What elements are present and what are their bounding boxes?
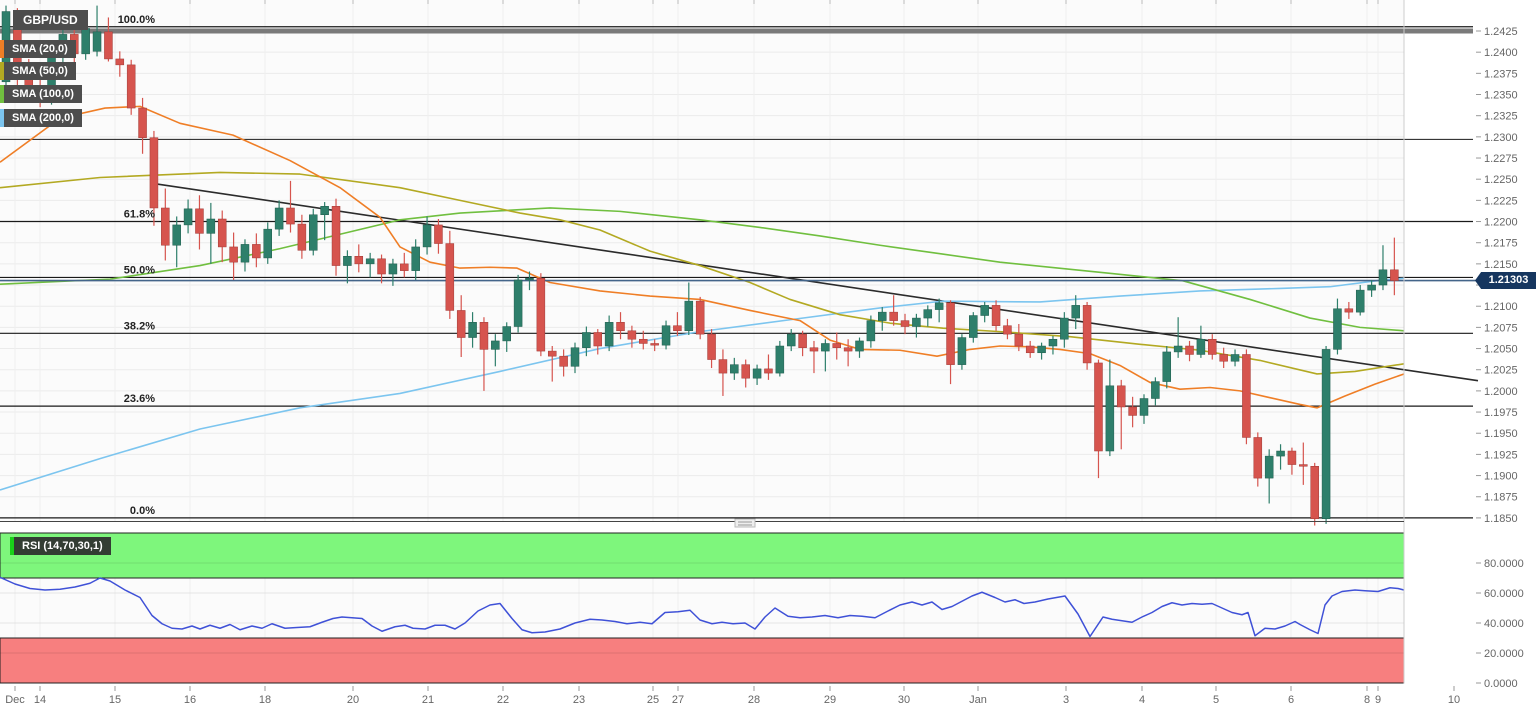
svg-text:Jan: Jan (969, 694, 987, 706)
svg-text:4: 4 (1139, 694, 1145, 706)
svg-text:9: 9 (1375, 694, 1381, 706)
svg-text:1.2050: 1.2050 (1484, 344, 1518, 356)
svg-text:28: 28 (748, 694, 760, 706)
indicator-label: SMA (200,0) (4, 109, 82, 127)
svg-text:1.2225: 1.2225 (1484, 195, 1518, 207)
indicator-label: SMA (100,0) (4, 85, 82, 103)
svg-text:23.6%: 23.6% (124, 393, 155, 405)
svg-text:1.2300: 1.2300 (1484, 132, 1518, 144)
sma200-color-swatch (0, 109, 4, 127)
svg-text:100.0%: 100.0% (118, 14, 156, 26)
indicator-badge-sma200[interactable]: SMA (200,0) (0, 109, 82, 127)
svg-text:Dec: Dec (5, 694, 25, 706)
svg-text:30: 30 (898, 694, 910, 706)
svg-text:20: 20 (347, 694, 359, 706)
svg-text:1.2025: 1.2025 (1484, 365, 1518, 377)
svg-text:1.1950: 1.1950 (1484, 428, 1518, 440)
svg-text:1.1975: 1.1975 (1484, 407, 1518, 419)
sma100-color-swatch (0, 85, 4, 103)
indicator-badge-sma50[interactable]: SMA (50,0) (0, 62, 76, 80)
svg-text:8: 8 (1364, 694, 1370, 706)
svg-text:1.2075: 1.2075 (1484, 322, 1518, 334)
svg-text:25: 25 (647, 694, 659, 706)
svg-text:27: 27 (672, 694, 684, 706)
indicator-badge-rsi[interactable]: RSI (14,70,30,1) (10, 537, 111, 555)
svg-text:5: 5 (1213, 694, 1219, 706)
svg-text:80.0000: 80.0000 (1484, 558, 1524, 570)
svg-text:1.2175: 1.2175 (1484, 238, 1518, 250)
svg-text:1.2425: 1.2425 (1484, 26, 1518, 38)
sma50-color-swatch (0, 62, 4, 80)
svg-text:1.1875: 1.1875 (1484, 492, 1518, 504)
indicator-badge-sma100[interactable]: SMA (100,0) (0, 85, 82, 103)
svg-text:1.2100: 1.2100 (1484, 301, 1518, 313)
svg-text:20.0000: 20.0000 (1484, 648, 1524, 660)
indicator-label: RSI (14,70,30,1) (14, 537, 111, 555)
indicator-badge-sma20[interactable]: SMA (20,0) (0, 40, 76, 58)
svg-text:1.1850: 1.1850 (1484, 513, 1518, 525)
svg-text:1.2375: 1.2375 (1484, 68, 1518, 80)
rsi-color-swatch (10, 537, 14, 555)
svg-text:0.0%: 0.0% (130, 505, 155, 517)
svg-text:1.2275: 1.2275 (1484, 153, 1518, 165)
svg-text:1.2400: 1.2400 (1484, 47, 1518, 59)
svg-text:3: 3 (1063, 694, 1069, 706)
svg-text:1.2250: 1.2250 (1484, 174, 1518, 186)
sma20-color-swatch (0, 40, 4, 58)
svg-text:0.0000: 0.0000 (1484, 678, 1518, 690)
svg-text:61.8%: 61.8% (124, 209, 155, 221)
svg-text:1.1925: 1.1925 (1484, 449, 1518, 461)
svg-text:14: 14 (34, 694, 46, 706)
svg-text:1.1900: 1.1900 (1484, 471, 1518, 483)
svg-text:60.0000: 60.0000 (1484, 588, 1524, 600)
svg-text:22: 22 (497, 694, 509, 706)
svg-text:1.2350: 1.2350 (1484, 90, 1518, 102)
svg-text:1.2000: 1.2000 (1484, 386, 1518, 398)
last-price-badge: 1.21303 (1475, 272, 1536, 289)
svg-text:10: 10 (1448, 694, 1460, 706)
svg-text:50.0%: 50.0% (124, 264, 155, 276)
svg-text:6: 6 (1288, 694, 1294, 706)
symbol-badge[interactable]: GBP/USD (13, 10, 88, 30)
svg-text:23: 23 (573, 694, 585, 706)
svg-text:18: 18 (259, 694, 271, 706)
svg-text:38.2%: 38.2% (124, 320, 155, 332)
svg-text:40.0000: 40.0000 (1484, 618, 1524, 630)
indicator-label: SMA (20,0) (4, 40, 76, 58)
svg-text:21: 21 (422, 694, 434, 706)
svg-text:16: 16 (184, 694, 196, 706)
svg-text:15: 15 (109, 694, 121, 706)
svg-text:1.2325: 1.2325 (1484, 111, 1518, 123)
svg-text:1.2150: 1.2150 (1484, 259, 1518, 271)
indicator-label: SMA (50,0) (4, 62, 76, 80)
svg-text:1.2200: 1.2200 (1484, 217, 1518, 229)
svg-text:29: 29 (824, 694, 836, 706)
